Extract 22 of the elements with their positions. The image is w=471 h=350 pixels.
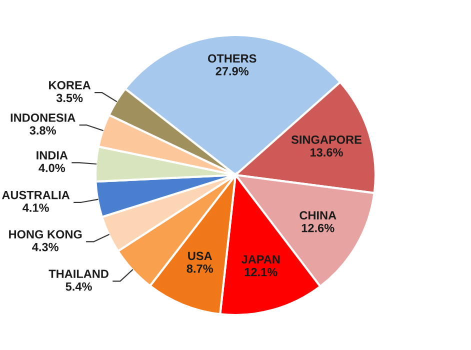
data-label: 4.0% [38, 164, 66, 172]
data-label: 12.1% [244, 268, 278, 276]
slice-label: INDONESIA [10, 114, 76, 122]
data-label: 8.7% [186, 264, 214, 273]
data-label: 13.6% [310, 148, 343, 157]
data-label: 4.1% [22, 204, 49, 212]
slice-label: KOREA [49, 81, 91, 90]
slice-label: INDIA [36, 151, 68, 160]
data-label: 4.3% [32, 242, 58, 252]
slice-label: AUSTRALIA [2, 190, 70, 200]
slice-label: THAILAND [48, 270, 108, 278]
data-label: 3.5% [56, 94, 83, 102]
slice-label: SINGAPORE [291, 135, 362, 144]
slice-label: USA [188, 252, 212, 260]
slice-label: CHINA [300, 211, 336, 220]
data-label: 5.4% [66, 282, 92, 291]
slice-label: HONG KONG [9, 230, 82, 239]
slice-label: OTHERS [208, 54, 256, 63]
data-label: 27.9% [216, 67, 249, 76]
slice-label: JAPAN [241, 255, 280, 264]
data-label: 12.6% [302, 224, 334, 232]
data-label: 3.8% [30, 126, 56, 135]
